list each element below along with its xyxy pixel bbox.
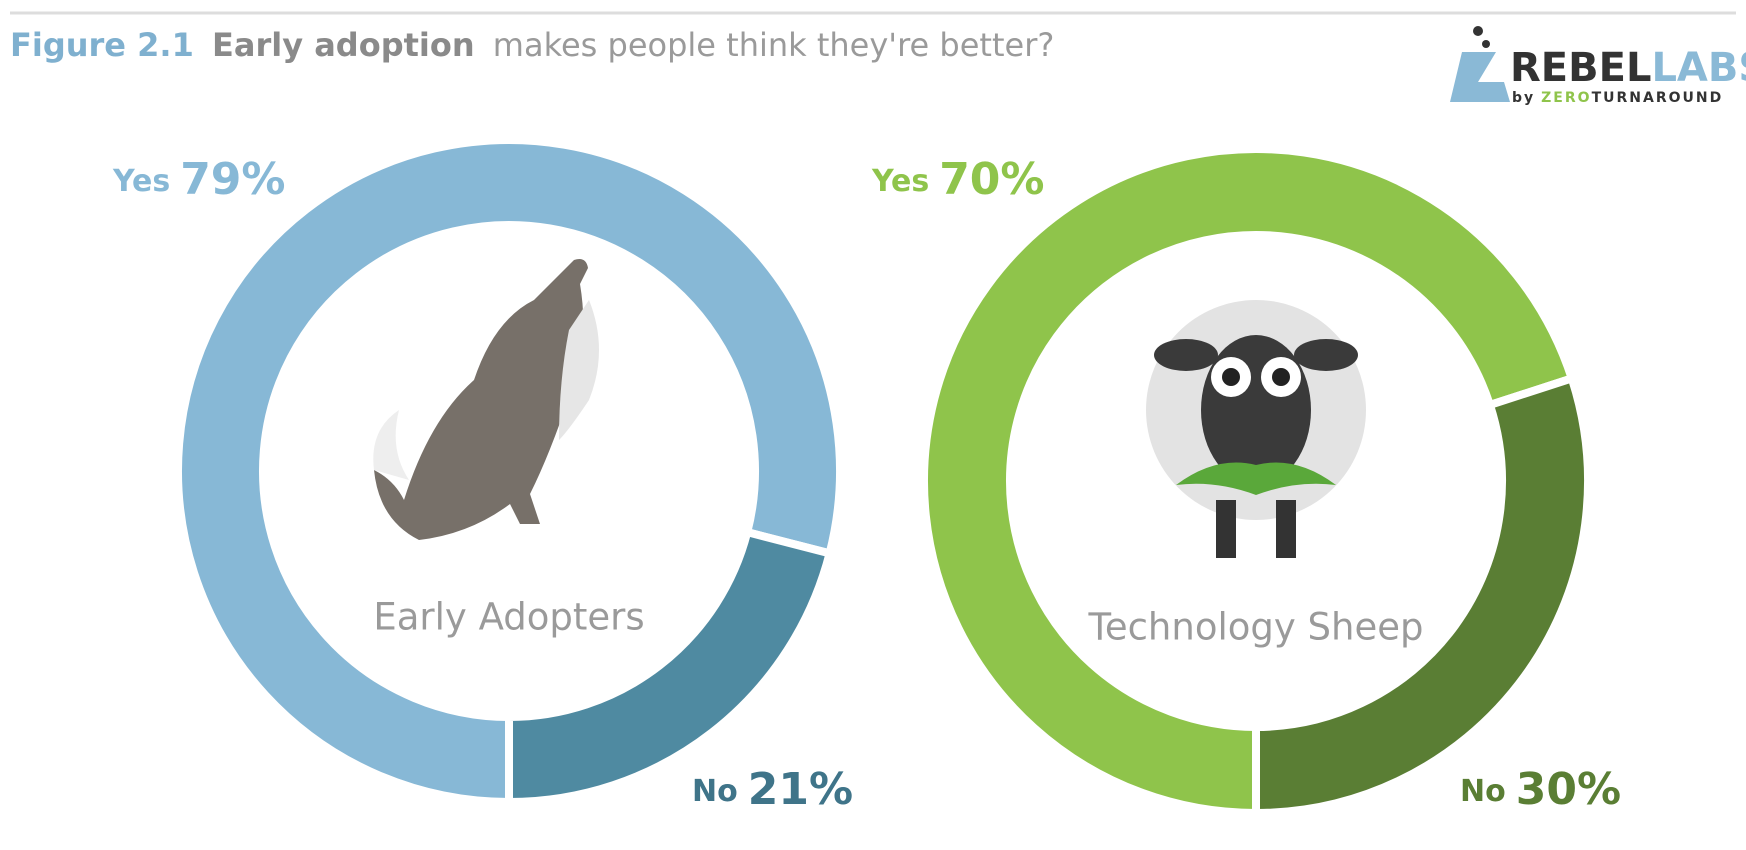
sheep-pupil xyxy=(1222,368,1240,386)
sheep xyxy=(1146,300,1366,558)
segment-category: No xyxy=(1460,774,1506,809)
logo-name: REBELLABS xyxy=(1510,45,1746,91)
figure-title: Figure 2.1 Early adoption makes people t… xyxy=(10,26,1054,64)
center-label: Early Adopters xyxy=(373,596,644,639)
figure-number: Figure 2.1 xyxy=(10,26,194,64)
logo-dot xyxy=(1473,26,1483,36)
wolf-body xyxy=(374,259,588,540)
donut-segment xyxy=(1252,373,1592,818)
logo-flask xyxy=(1450,52,1510,102)
segment-category: Yes xyxy=(871,164,929,199)
title-rest: makes people think they're better? xyxy=(493,26,1055,64)
segment-category: Yes xyxy=(112,164,170,199)
segment-value: 30% xyxy=(1516,764,1621,815)
segment-category: No xyxy=(692,774,738,809)
wolf-tail xyxy=(373,410,409,480)
wolf-chest xyxy=(559,300,599,440)
sheep-ear xyxy=(1154,339,1218,371)
center-label: Technology Sheep xyxy=(1088,606,1424,649)
donut-segment xyxy=(174,136,844,807)
segment-value: 79% xyxy=(180,154,285,205)
sheep-leg xyxy=(1276,500,1296,558)
segment-label: Yes 70% xyxy=(871,154,1045,205)
title-emphasis: Early adoption xyxy=(212,26,475,64)
sheep-pupil xyxy=(1272,368,1290,386)
sheep-face xyxy=(1201,335,1311,485)
logo-dot xyxy=(1482,40,1490,48)
segment-value: 70% xyxy=(939,154,1044,205)
sheep-leg xyxy=(1216,500,1236,558)
logo-tagline: by ZEROTURNAROUND xyxy=(1512,90,1723,106)
segment-label: Yes 79% xyxy=(112,154,286,205)
segment-label: No 30% xyxy=(1460,764,1621,815)
segment-label: No 21% xyxy=(692,764,853,815)
donut-segment xyxy=(920,145,1577,818)
segment-value: 21% xyxy=(748,764,853,815)
wolf xyxy=(373,259,599,540)
sheep-ear xyxy=(1294,339,1358,371)
donut-segment xyxy=(505,527,835,807)
sheep-grass xyxy=(1176,462,1336,495)
